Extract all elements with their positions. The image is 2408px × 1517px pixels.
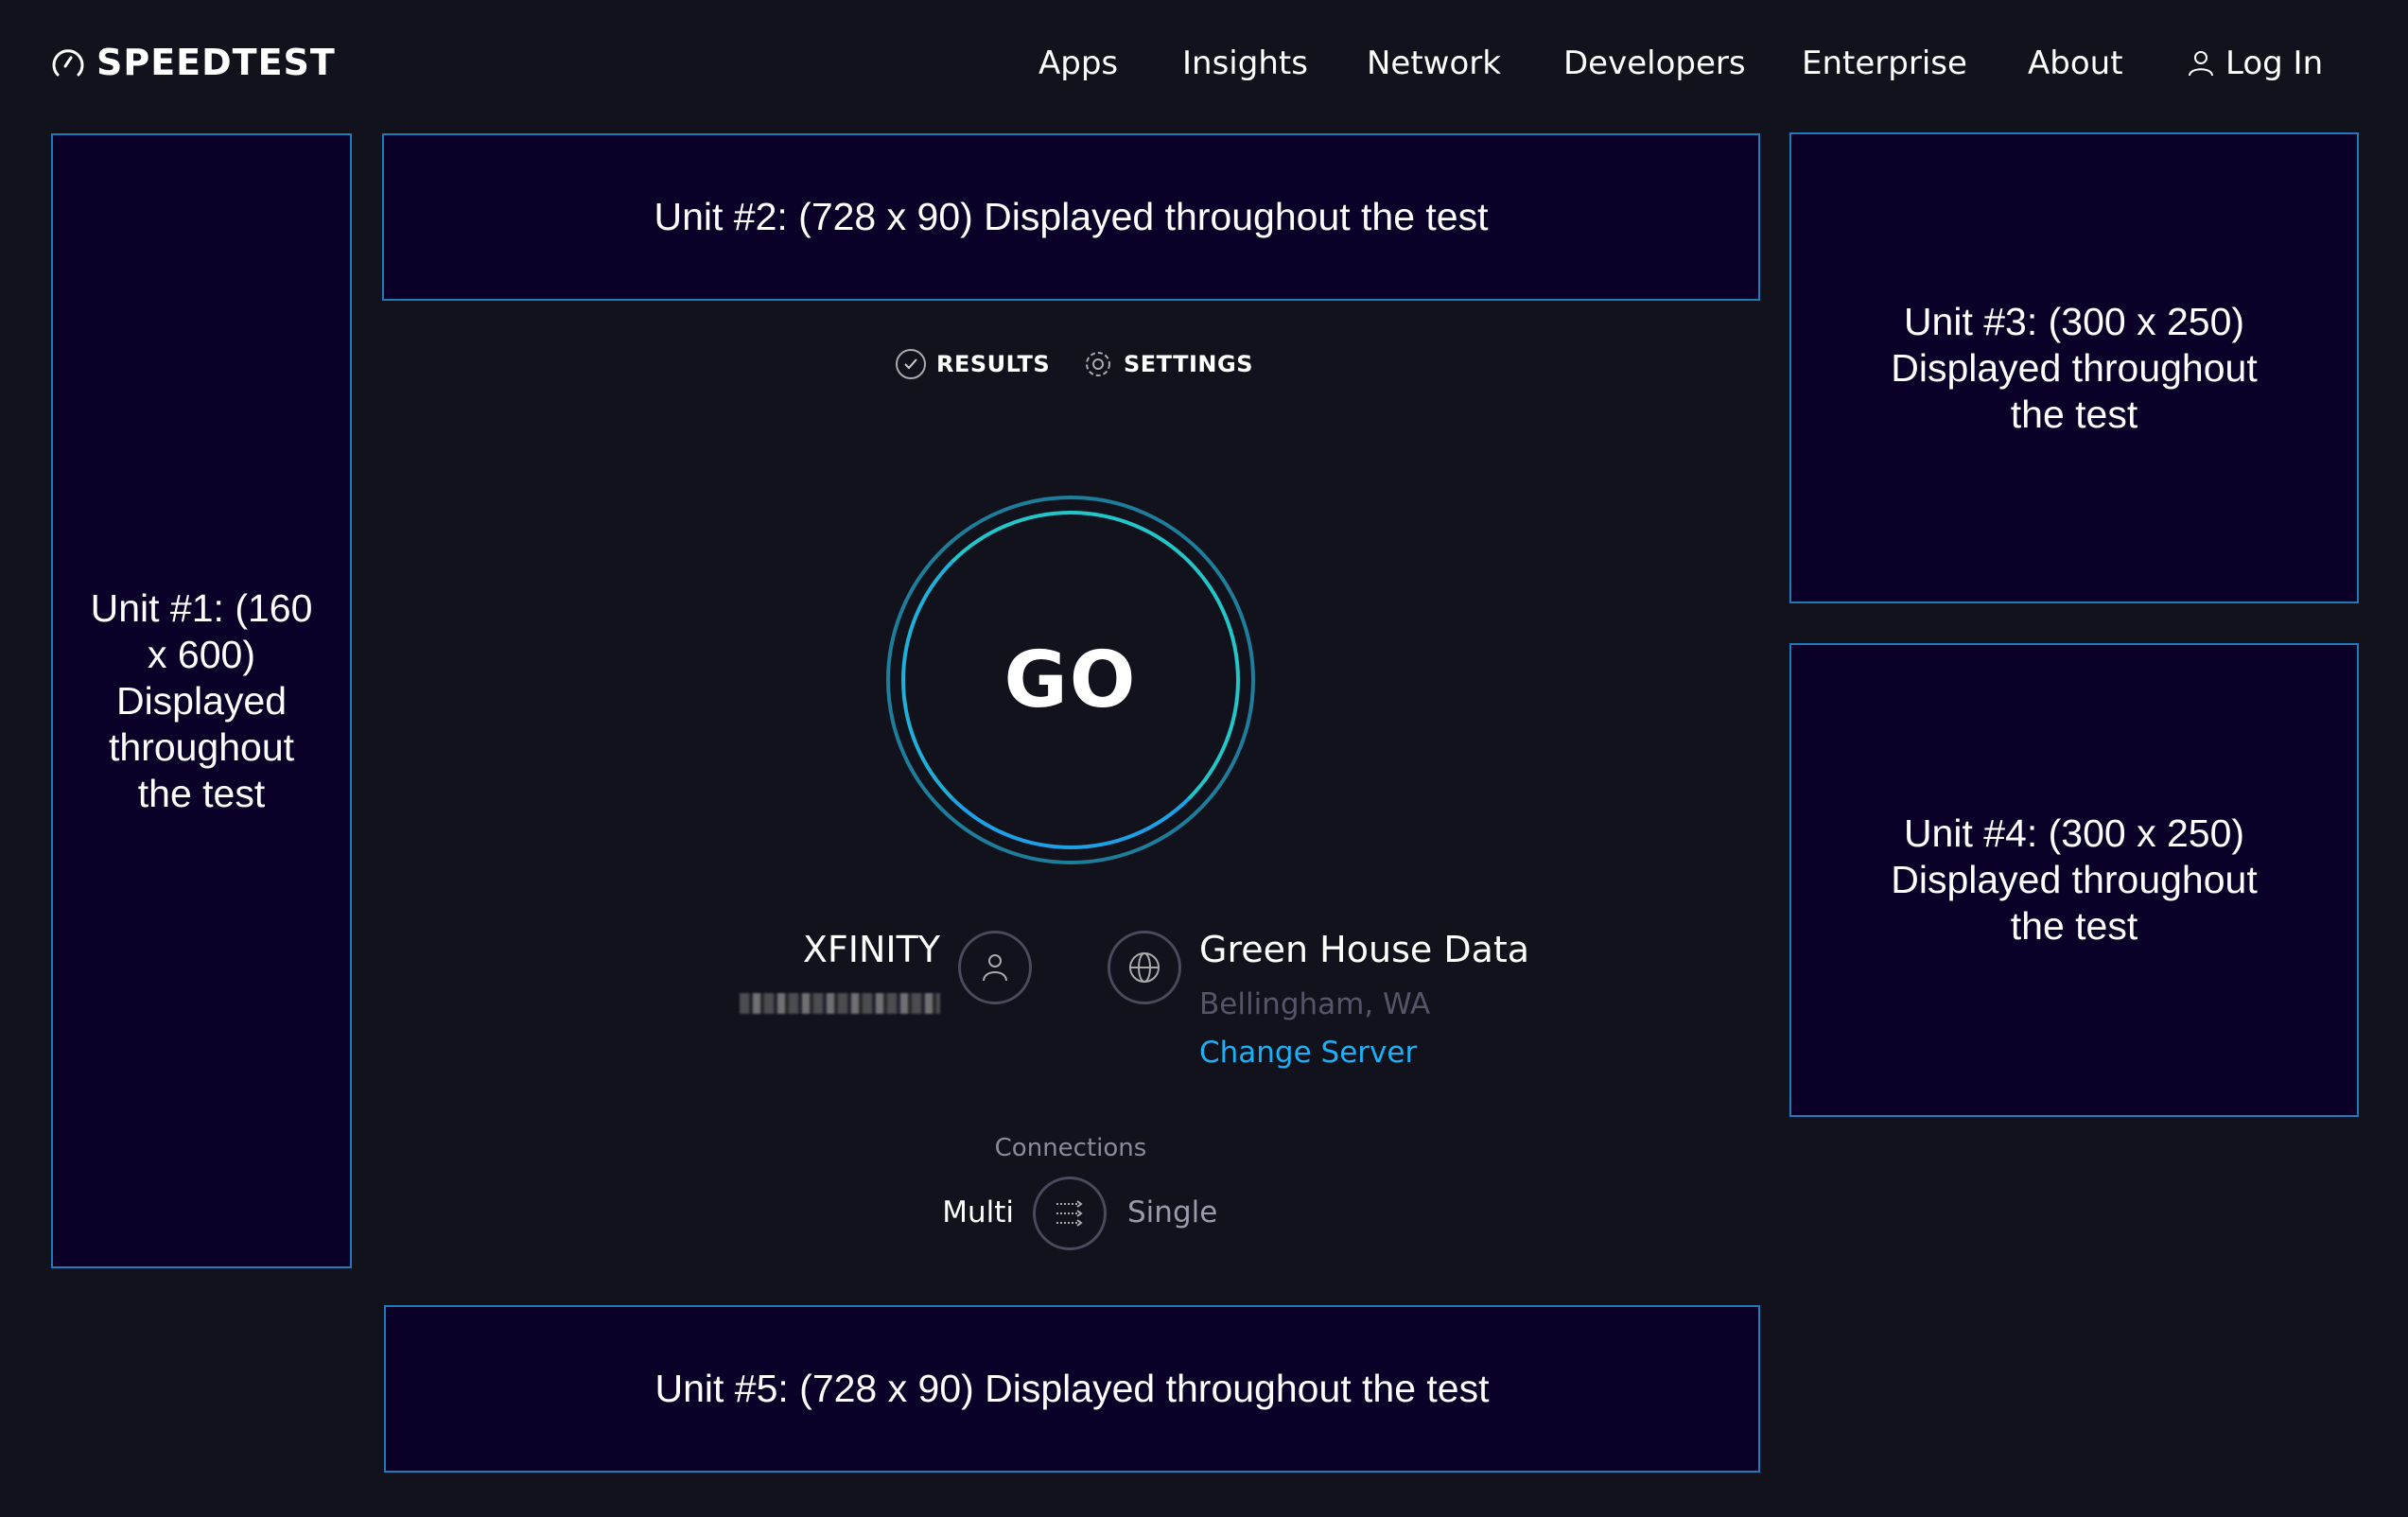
login-link[interactable]: Log In (2186, 40, 2323, 87)
user-icon (983, 954, 1007, 982)
change-server-link[interactable]: Change Server (1199, 1036, 1418, 1070)
ad-unit-5[interactable]: Unit #5: (728 x 90) Displayed throughout… (384, 1305, 1760, 1473)
tab-settings[interactable]: SETTINGS (1082, 348, 1253, 380)
nav-about[interactable]: About (2028, 44, 2123, 82)
go-button[interactable]: GO (901, 511, 1240, 849)
user-icon (2189, 51, 2213, 77)
nav-enterprise[interactable]: Enterprise (1802, 44, 1967, 82)
nav-network[interactable]: Network (1367, 44, 1501, 82)
nav-apps[interactable]: Apps (1038, 44, 1119, 82)
speedtest-logo[interactable]: SPEEDTEST (51, 42, 336, 83)
ad-unit-4[interactable]: Unit #4: (300 x 250) Displayed throughou… (1789, 643, 2359, 1117)
server-name: Green House Data (1199, 929, 1530, 970)
connections-toggle[interactable] (1033, 1177, 1107, 1250)
logo-text: SPEEDTEST (96, 42, 336, 83)
go-button-outer-ring (886, 496, 1255, 864)
connections-label: Connections (994, 1134, 1147, 1162)
ad-unit-1[interactable]: Unit #1: (160 x 600) Displayed throughou… (51, 133, 352, 1268)
isp-name: XFINITY (802, 929, 940, 970)
ad-unit-3[interactable]: Unit #3: (300 x 250) Displayed throughou… (1789, 132, 2359, 603)
redacted-ip-address (740, 993, 940, 1014)
check-circle-icon (896, 349, 926, 379)
server-location: Bellingham, WA (1199, 987, 1431, 1021)
nav-insights[interactable]: Insights (1182, 44, 1308, 82)
tab-results[interactable]: RESULTS (895, 348, 1050, 380)
login-label: Log In (2225, 44, 2324, 82)
go-label: GO (1003, 635, 1138, 725)
isp-icon (958, 931, 1032, 1004)
gear-icon (1086, 352, 1110, 376)
gauge-icon (52, 49, 84, 77)
globe-icon (1129, 952, 1160, 983)
single-option[interactable]: Single (1127, 1195, 1218, 1229)
ad-unit-2[interactable]: Unit #2: (728 x 90) Displayed throughout… (382, 133, 1760, 301)
nav-developers[interactable]: Developers (1563, 44, 1746, 82)
settings-label: SETTINGS (1124, 351, 1253, 377)
multi-option[interactable]: Multi (942, 1195, 1014, 1229)
results-label: RESULTS (936, 351, 1051, 377)
server-icon (1108, 931, 1181, 1004)
multi-connection-icon (1056, 1200, 1083, 1227)
